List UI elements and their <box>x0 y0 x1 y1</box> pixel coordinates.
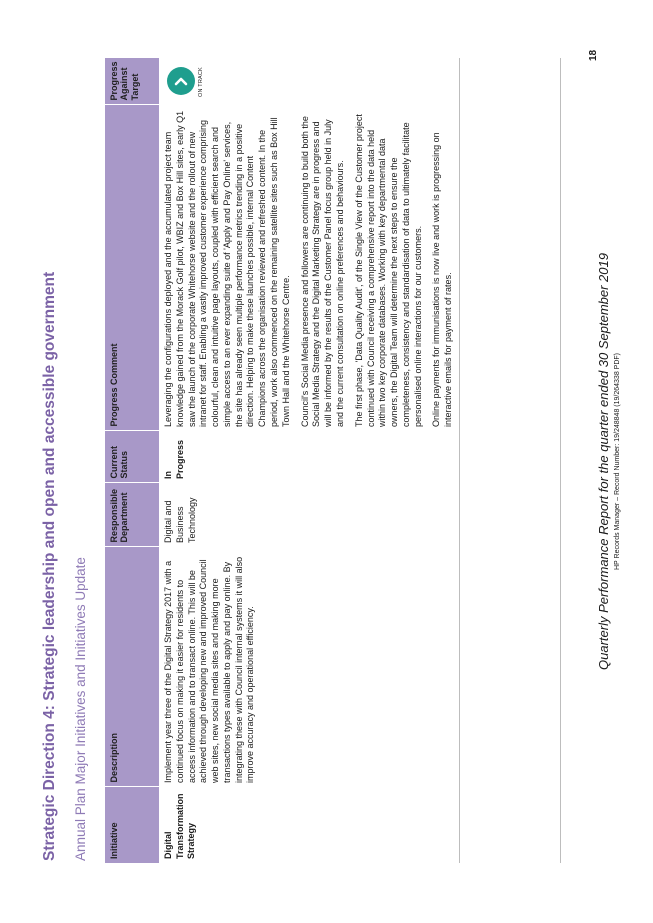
progress-comment: Leveraging the configurations deployed a… <box>159 105 460 431</box>
page-subtitle: Annual Plan Major Initiatives and Initia… <box>73 557 88 861</box>
initiative-name: Digital Transformation Strategy <box>163 793 197 859</box>
table-row: Digital Transformation Strategy Implemen… <box>159 58 460 863</box>
comment-paragraph: The first phase, 'Data Quality Audit', o… <box>353 114 423 427</box>
header-description: Description <box>105 547 159 787</box>
header-department: Responsible Department <box>105 483 159 547</box>
footer-title: Quarterly Performance Report for the qua… <box>596 253 611 670</box>
initiative-description: Implement year three of the Digital Stra… <box>163 556 256 783</box>
current-status: In Progress <box>163 439 185 479</box>
progress-cell: ON TRACK <box>159 58 460 105</box>
progress-label: ON TRACK <box>198 67 204 97</box>
header-initiative: Initiative <box>105 787 159 863</box>
header-comment: Progress Comment <box>105 105 159 431</box>
header-status: Current Status <box>105 431 159 483</box>
header-progress: Progress Against Target <box>105 58 159 105</box>
comment-paragraph: Leveraging the configurations deployed a… <box>163 110 291 427</box>
footer-record: HP Records Manager – Record Number: 19/2… <box>614 353 621 570</box>
page-number: 18 <box>588 49 599 61</box>
comment-paragraph: Council's Social Media presence and foll… <box>299 116 345 427</box>
comment-paragraph: Online payments for immunisations is now… <box>431 132 454 427</box>
check-icon <box>174 77 188 86</box>
table-bottom-rule <box>560 58 561 863</box>
table-header-row: Initiative Description Responsible Depar… <box>105 58 159 863</box>
initiatives-table: Initiative Description Responsible Depar… <box>105 58 460 863</box>
page-title: Strategic Direction 4: Strategic leaders… <box>41 271 58 861</box>
responsible-department: Digital and Business Technology <box>163 497 197 543</box>
on-track-badge <box>167 67 195 95</box>
